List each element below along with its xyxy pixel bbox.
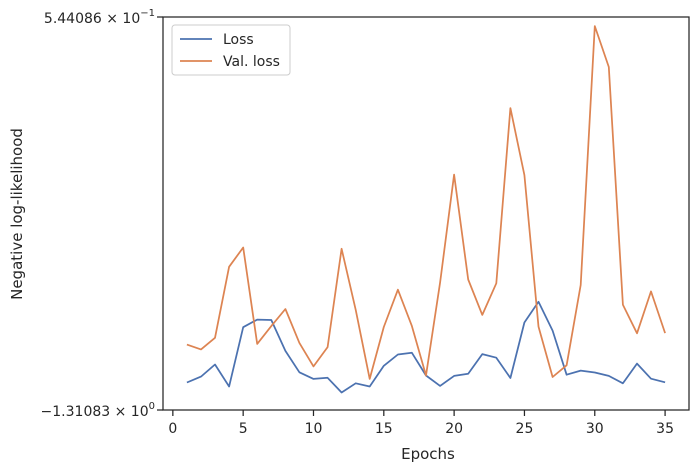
legend-label-loss: Loss: [223, 32, 254, 48]
x-tick-label: 15: [375, 421, 393, 437]
series-layer: [186, 25, 666, 394]
x-tick-label: 0: [168, 421, 177, 437]
x-axis: 0 5 10 15 20 25 30 35: [168, 410, 674, 437]
y-axis-label: Negative log-likelihood: [8, 128, 26, 300]
y-axis: [157, 16, 163, 411]
x-tick-label: 5: [239, 421, 248, 437]
legend-label-val-loss: Val. loss: [223, 54, 280, 70]
legend: Loss Val. loss: [171, 24, 291, 76]
x-axis-label: Epochs: [401, 445, 455, 463]
x-tick-label: 35: [656, 421, 674, 437]
x-tick-label: 20: [445, 421, 463, 437]
x-tick-label: 25: [516, 421, 534, 437]
y-tick-label-top: 5.44086 × 10−1: [44, 8, 155, 27]
series-line-val-loss: [186, 25, 666, 380]
x-tick-label: 30: [586, 421, 604, 437]
plot-area: [162, 16, 690, 411]
y-tick-label-bottom: −1.31083 × 100: [41, 401, 155, 420]
legend-box: [171, 24, 291, 76]
x-tick-label: 10: [305, 421, 323, 437]
